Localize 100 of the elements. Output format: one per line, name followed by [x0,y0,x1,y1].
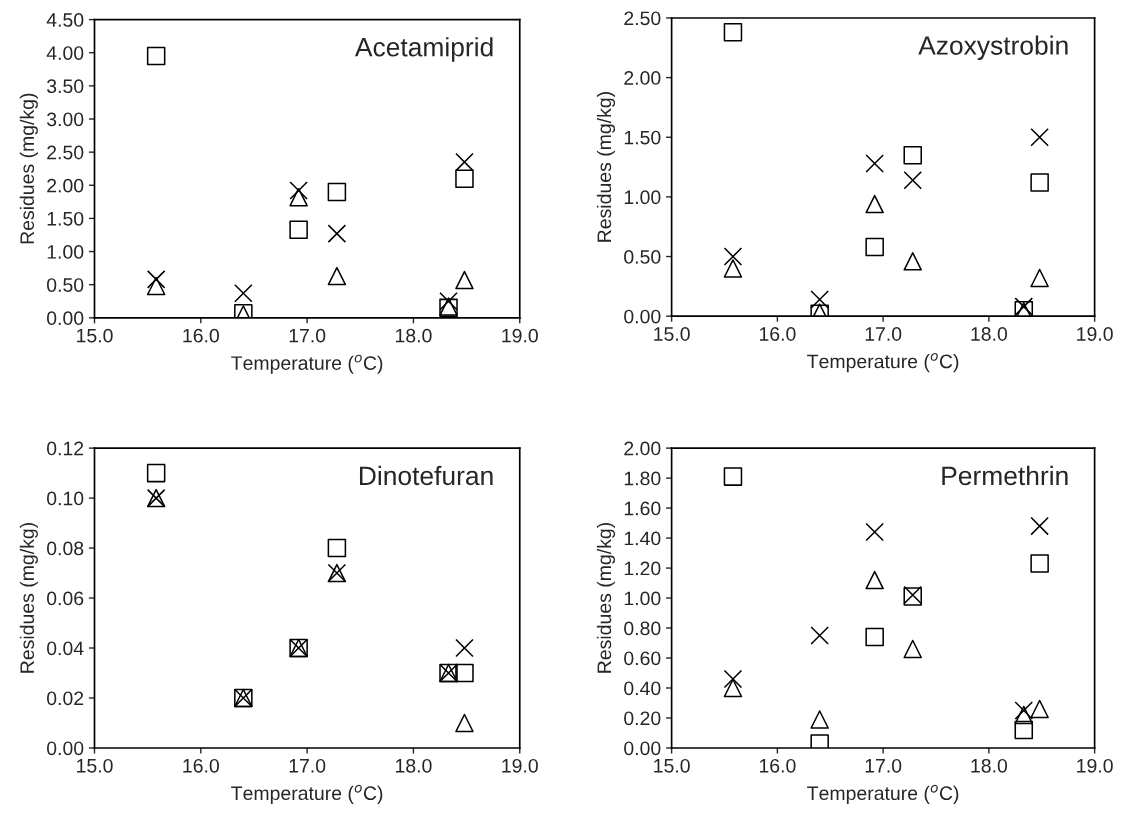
x-tick-label: 16.0 [759,327,796,341]
x-tick-label: 18.0 [396,328,432,343]
x-tick-label: 16.0 [183,328,219,343]
point [865,522,884,542]
x-axis-title: Temperature ($^{o}$C) [231,354,383,374]
x-tick-label: 19.0 [1077,327,1113,341]
y-tick-label: 0.00 [624,741,661,756]
point [1030,554,1049,573]
x-tick-label: 19.0 [1077,758,1113,773]
point [327,224,347,243]
point [865,237,884,257]
point [1030,173,1049,192]
x-axis-title: Temperature ($^{o}$C) [231,784,383,804]
text: Dinotefuran [359,465,493,486]
point [455,270,474,290]
y-axis-title: Residues (mg/kg) [596,523,616,673]
y-tick-label: 4.00 [46,46,84,60]
point [455,713,474,733]
y-tick-label: 2.00 [624,71,661,85]
point [903,252,923,271]
point [327,266,347,286]
y-tick-label: 2.50 [624,11,661,26]
y-tick-label: 1.00 [47,245,84,259]
x-tick-label: 16.0 [183,758,219,773]
x-tick-label: 18.0 [971,327,1008,341]
point [146,46,166,66]
point [1030,127,1049,147]
y-tick-label: 1.20 [624,561,661,576]
text: Permethrin [942,465,1068,486]
point [903,639,923,659]
y-tick-label: 0.50 [624,250,661,264]
point [723,678,743,698]
x-tick-label: 17.0 [865,327,902,341]
y-tick-label: 0.12 [47,441,84,456]
y-tick-label: 0.00 [47,311,84,326]
x-tick-label: 15.0 [654,327,690,341]
y-tick-label: 0.08 [47,541,84,556]
point [810,710,829,729]
y-axis-title: Residues (mg/kg) [596,92,616,242]
point [723,247,743,266]
text: Acetamiprid [354,37,493,62]
x-tick-label: 15.0 [77,758,113,773]
y-tick-label: 0.20 [624,711,661,726]
x-tick-label: 15.0 [77,328,113,343]
y-tick-label: 0.02 [47,691,84,706]
point [1030,268,1049,288]
point [327,538,347,558]
y-tick-label: 1.40 [624,531,661,546]
x-axis-title: Temperature ($^{o}$C) [807,353,959,373]
y-tick-label: 0.80 [624,621,661,636]
y-tick-label: 0.00 [47,741,84,756]
y-axis-title: Residues (mg/kg) [19,93,38,244]
y-tick-label: 3.00 [46,112,84,127]
x-tick-label: 17.0 [865,758,902,773]
point [1030,516,1049,536]
point [327,182,347,202]
y-tick-label: 1.00 [624,190,661,205]
x-tick-label: 16.0 [759,758,796,773]
point [455,638,474,658]
y-tick-label: 1.50 [624,130,661,145]
text: Azoxystrobin [918,35,1068,61]
point [1030,699,1049,719]
point [1014,720,1034,740]
point [146,270,166,289]
point [723,467,743,486]
point [455,663,474,683]
y-tick-label: 0.60 [624,651,661,666]
y-tick-label: 0.50 [47,278,84,292]
y-tick-label: 2.00 [624,441,661,456]
y-tick-label: 2.50 [47,145,84,160]
y-tick-label: 0.06 [47,591,84,606]
x-tick-label: 19.0 [502,328,538,343]
point [455,169,474,188]
point [146,463,166,483]
point [903,145,923,165]
point [289,187,308,207]
y-tick-label: 0.00 [624,309,661,324]
point [146,276,166,296]
y-tick-label: 3.50 [46,79,84,94]
point [289,220,308,239]
y-tick-label: 0.40 [624,681,661,696]
x-tick-label: 18.0 [971,758,1008,773]
point [903,170,923,190]
point [723,259,743,278]
y-tick-label: 1.80 [624,471,661,486]
point [234,284,253,303]
x-tick-label: 18.0 [396,758,432,773]
point [865,194,884,214]
point [865,570,884,590]
point [1014,705,1034,725]
y-tick-label: 1.50 [47,211,84,226]
point [865,627,884,647]
y-tick-label: 2.00 [47,178,84,193]
y-tick-label: 4.50 [46,13,84,27]
point [455,152,474,172]
x-tick-label: 19.0 [502,758,538,773]
y-tick-label: 1.00 [624,591,661,606]
y-axis-title: Residues (mg/kg) [19,523,38,673]
x-tick-label: 17.0 [289,328,326,343]
point [723,23,743,42]
